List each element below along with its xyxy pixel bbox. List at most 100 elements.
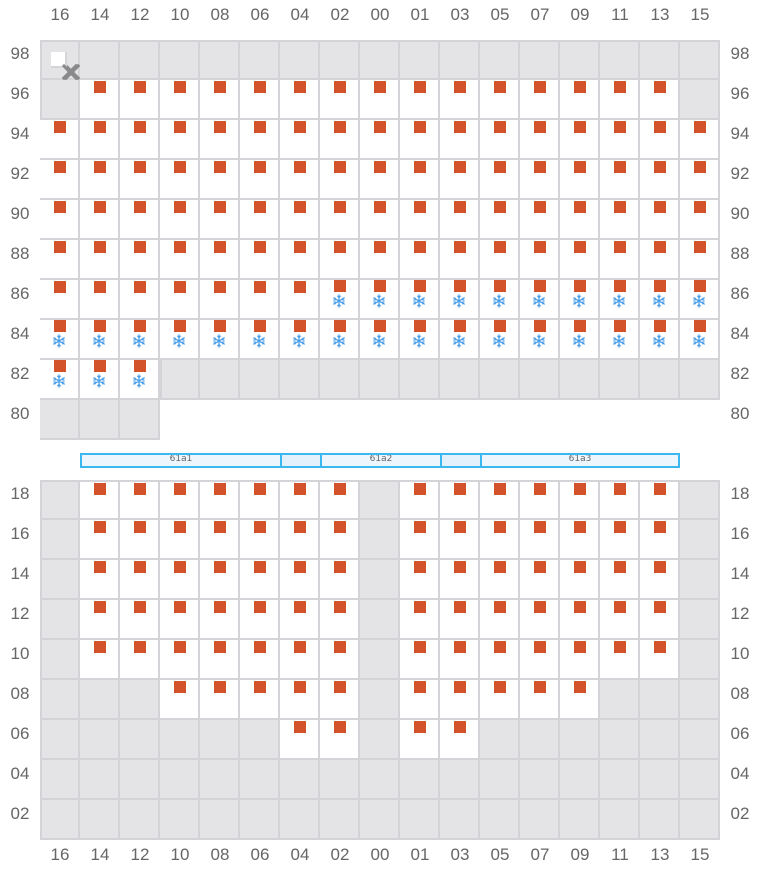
seat-cell[interactable] [600,240,640,280]
seat-cell[interactable] [120,280,160,320]
seat-cell[interactable] [560,200,600,240]
seat-cell[interactable] [640,280,680,320]
seat-cell[interactable] [120,120,160,160]
seat-cell[interactable] [120,560,160,600]
seat-cell[interactable] [240,280,280,320]
seat-cell[interactable] [400,600,440,640]
seat-cell[interactable] [120,360,160,400]
seat-cell[interactable] [480,240,520,280]
seat-cell[interactable] [560,680,600,720]
seat-cell[interactable] [80,120,120,160]
seat-cell[interactable] [200,680,240,720]
seat-cell[interactable] [160,480,200,520]
seat-cell[interactable] [200,480,240,520]
seat-cell[interactable] [600,320,640,360]
seat-cell[interactable] [440,160,480,200]
seat-cell[interactable] [360,160,400,200]
seat-cell[interactable] [80,160,120,200]
seat-cell[interactable] [600,520,640,560]
seat-cell[interactable] [680,200,720,240]
seat-cell[interactable] [200,120,240,160]
seat-cell[interactable] [80,520,120,560]
seat-cell[interactable] [400,200,440,240]
seat-cell[interactable] [200,160,240,200]
seat-cell[interactable] [280,680,320,720]
seat-cell[interactable] [440,520,480,560]
seat-cell[interactable] [560,240,600,280]
seat-cell[interactable] [440,240,480,280]
seat-cell[interactable] [240,680,280,720]
seat-cell[interactable] [520,120,560,160]
seat-cell[interactable] [200,200,240,240]
seat-cell[interactable] [680,240,720,280]
seat-cell[interactable] [560,520,600,560]
seat-cell[interactable] [320,480,360,520]
seat-cell[interactable] [200,320,240,360]
seat-cell[interactable] [240,520,280,560]
seat-cell[interactable] [40,160,80,200]
seat-cell[interactable] [520,560,560,600]
seat-cell[interactable] [440,320,480,360]
seat-cell[interactable] [560,560,600,600]
seat-cell[interactable] [80,240,120,280]
seat-cell[interactable] [640,480,680,520]
seat-cell[interactable] [280,560,320,600]
seat-cell[interactable] [360,280,400,320]
seat-cell[interactable] [80,560,120,600]
seat-cell[interactable] [520,240,560,280]
seat-cell[interactable] [440,120,480,160]
seat-cell[interactable] [280,200,320,240]
seat-cell[interactable] [120,640,160,680]
seat-cell[interactable] [440,720,480,760]
seat-cell[interactable] [480,680,520,720]
seat-cell[interactable] [240,160,280,200]
seat-cell[interactable] [160,120,200,160]
seat-cell[interactable] [520,640,560,680]
seat-cell[interactable] [440,560,480,600]
seat-cell[interactable] [320,720,360,760]
seat-cell[interactable] [480,80,520,120]
seat-cell[interactable] [400,560,440,600]
seat-cell[interactable] [360,200,400,240]
seat-cell[interactable] [240,120,280,160]
seat-cell[interactable] [600,200,640,240]
seat-cell[interactable] [80,360,120,400]
seat-cell[interactable] [400,320,440,360]
seat-cell[interactable] [160,600,200,640]
seat-cell[interactable] [240,480,280,520]
seat-cell[interactable] [400,160,440,200]
seat-cell[interactable] [600,80,640,120]
zone-bar[interactable]: 61a2 [320,453,440,468]
seat-cell[interactable] [320,560,360,600]
seat-cell[interactable] [640,520,680,560]
seat-cell[interactable] [280,720,320,760]
seat-cell[interactable] [520,200,560,240]
seat-cell[interactable] [240,560,280,600]
seat-cell[interactable] [640,160,680,200]
seat-cell[interactable] [40,360,80,400]
seat-cell[interactable] [640,560,680,600]
seat-cell[interactable] [440,200,480,240]
seat-cell[interactable] [520,80,560,120]
seat-cell[interactable] [120,200,160,240]
seat-cell[interactable] [480,160,520,200]
seat-cell[interactable] [680,280,720,320]
zone-bar[interactable]: 61a1 [80,453,280,468]
seat-cell[interactable] [280,480,320,520]
seat-cell[interactable] [120,80,160,120]
seat-cell[interactable] [440,280,480,320]
seat-cell[interactable] [400,680,440,720]
seat-cell[interactable] [280,320,320,360]
seat-cell[interactable] [640,640,680,680]
seat-cell[interactable] [360,80,400,120]
seat-cell[interactable] [560,160,600,200]
seat-cell[interactable] [400,640,440,680]
seat-cell[interactable] [480,560,520,600]
seat-cell[interactable] [520,680,560,720]
seat-cell[interactable] [200,600,240,640]
seat-cell[interactable] [280,240,320,280]
seat-cell[interactable] [80,200,120,240]
seat-cell[interactable] [360,120,400,160]
seat-cell[interactable] [680,320,720,360]
seat-cell[interactable] [520,480,560,520]
